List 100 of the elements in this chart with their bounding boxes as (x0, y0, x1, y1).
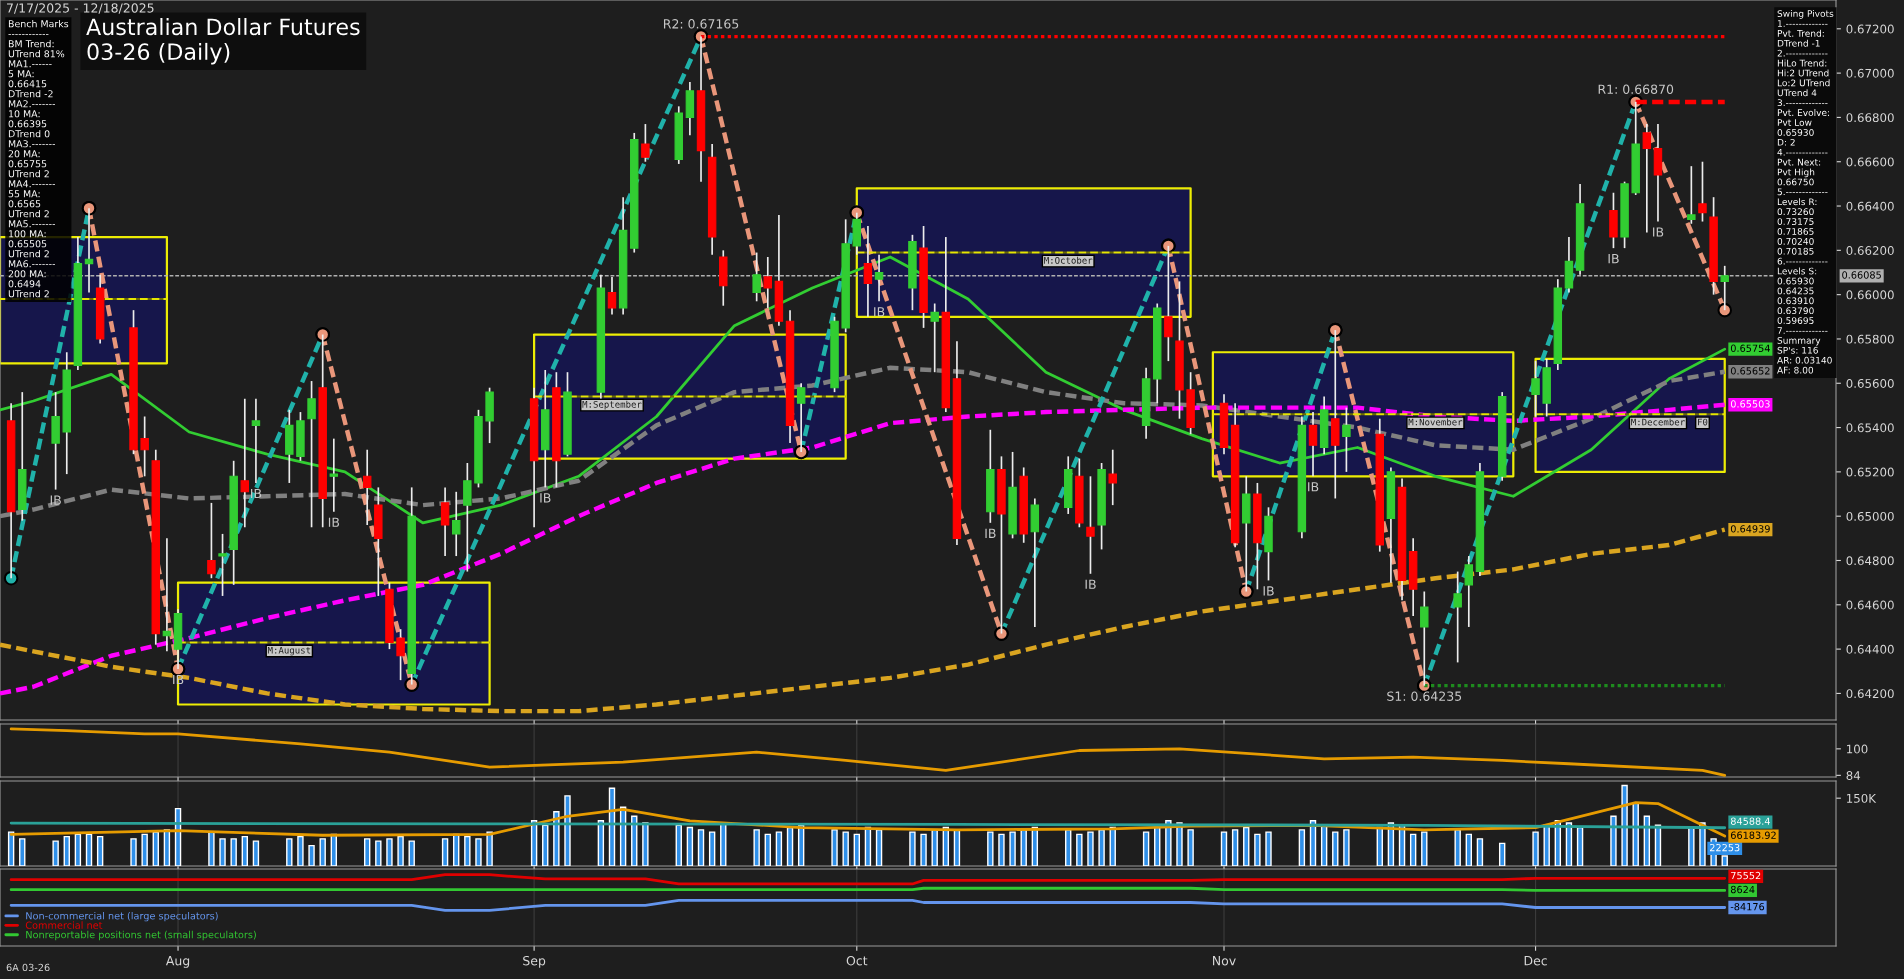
y-tick-label: 100 (1847, 744, 1868, 754)
bar (1532, 831, 1539, 866)
annotation: R2: 0.67165 (663, 19, 739, 29)
y-tick-label: 150K (1847, 793, 1877, 803)
bar (1576, 826, 1584, 866)
bar (74, 833, 82, 866)
annotation: IB (1653, 227, 1664, 237)
y-tick-label: 0.64200 (1846, 689, 1894, 699)
bar (1409, 833, 1417, 866)
point (3, 570, 19, 586)
bar (308, 844, 315, 866)
line-series (9, 727, 1727, 777)
candlestick (1642, 123, 1652, 234)
bar (241, 835, 248, 866)
bar (675, 824, 682, 866)
data-label: 0.65503 (1730, 400, 1770, 408)
bar (286, 838, 293, 866)
point (1717, 302, 1733, 318)
data-label: 0.65754 (1730, 344, 1770, 352)
candlestick (140, 415, 149, 478)
bar (464, 835, 471, 866)
bar (1220, 831, 1228, 866)
bar (708, 831, 716, 866)
bar (1343, 829, 1350, 866)
bar (219, 838, 226, 866)
bar (1265, 831, 1272, 866)
bar (775, 831, 783, 866)
legend-label: Non-commercial net (large speculators) (26, 911, 218, 922)
bar (1610, 815, 1617, 866)
y-tick-label: 0.64800 (1846, 556, 1894, 566)
annotation: M:August (267, 646, 311, 656)
bar (1076, 833, 1083, 866)
bar (319, 838, 326, 866)
annotation: IB (50, 495, 61, 505)
candlestick (1687, 165, 1696, 225)
candlestick (1698, 160, 1707, 223)
y-tick-label: 0.64600 (1846, 600, 1894, 610)
bar (7, 831, 15, 866)
bar (1009, 831, 1016, 866)
bar (998, 833, 1005, 866)
bar (19, 838, 26, 866)
bar (1065, 829, 1072, 866)
bar (697, 829, 705, 866)
bar (564, 795, 571, 866)
data-label: 66183.92 (1730, 831, 1776, 839)
data-label: 84588.4 (1730, 817, 1770, 825)
candlestick (440, 486, 450, 557)
text: Bench Marks ------------ BM Trend: UTrend 81% MA1.------ 5 MA: 0.66415 DTrend -2 MA2.------- 10 MA: 0.66395 DTrend 0 MA3.------- 20 MA: 0.65755 UTrend 2 MA4.------- 55 MA: 0.6565 UTrend 2 MA5.------- 100 MA: 0.65505 UTrend 2 MA6.------- 200 MA: 0.6494 UTrend 2 (8, 20, 69, 298)
bar (642, 822, 649, 866)
y-tick-label: 0.65600 (1846, 378, 1894, 388)
candlestick (1420, 590, 1429, 687)
y-tick-label: 0.65800 (1846, 334, 1894, 344)
candlestick (607, 276, 617, 316)
annotation: IB (328, 517, 340, 527)
y-tick-label: 0.67200 (1846, 24, 1894, 34)
y-tick-label: 0.65400 (1846, 423, 1894, 433)
candlestick (1531, 360, 1540, 418)
annotation: S1: 0.64235 (1387, 691, 1462, 701)
y-tick-label: 0.64400 (1846, 644, 1894, 654)
bar (542, 824, 549, 866)
bar (408, 840, 415, 866)
annotation: IB (1085, 579, 1096, 589)
y-tick-label: 0.66800 (1846, 113, 1894, 123)
annotation: R1: 0.66870 (1598, 84, 1674, 94)
bar (1098, 829, 1105, 866)
candlestick (1308, 411, 1318, 478)
bar (96, 835, 104, 866)
annotation: 8624 (1730, 885, 1755, 894)
y-tick-label: 0.66200 (1846, 246, 1894, 255)
bar (1020, 829, 1027, 866)
bar (486, 831, 493, 866)
x-tick-label: Dec (1524, 956, 1547, 966)
bar (753, 829, 760, 866)
candlestick (362, 448, 372, 526)
bar (987, 831, 994, 866)
bar (853, 833, 860, 866)
y-tick-label: 0.66000 (1846, 290, 1894, 300)
candlestick (329, 437, 339, 513)
candlestick (763, 256, 773, 309)
bar (475, 838, 482, 866)
annotation: M:December (1631, 418, 1685, 426)
candlestick (1720, 265, 1729, 311)
bar (386, 838, 393, 866)
candlestick (240, 397, 250, 529)
x-tick-label: Sep (523, 955, 546, 968)
bar (831, 829, 838, 866)
bar (1298, 829, 1306, 866)
candlestick (1086, 475, 1095, 575)
annotation: -84176 (1730, 902, 1765, 911)
bar (1454, 829, 1461, 866)
bar (375, 840, 382, 866)
bar (909, 831, 916, 866)
annotation: M:November (1408, 418, 1463, 426)
y-tick-label: 0.65000 (1846, 511, 1894, 521)
annotation: M:October (1044, 256, 1093, 264)
candlestick (863, 225, 873, 318)
bar (163, 829, 171, 866)
bar (597, 820, 605, 866)
line-series (0, 527, 1727, 714)
bar (1254, 833, 1261, 866)
